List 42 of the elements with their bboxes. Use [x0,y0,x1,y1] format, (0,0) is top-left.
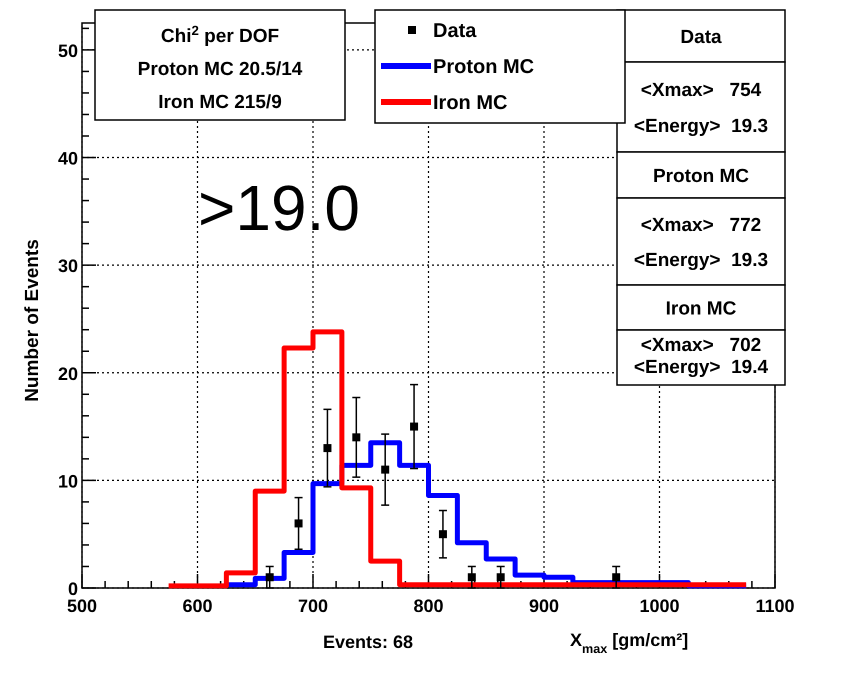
x-tick-label: 1100 [755,596,795,616]
annotation: >19.0 [198,172,360,244]
annotation: <Xmax> 754 [640,80,762,102]
x-tick-label: 700 [298,596,328,616]
annotation: <Energy> 19.4 [634,356,768,378]
point [410,422,418,431]
annotation: <Xmax> 702 [640,334,762,356]
x-tick-label: 500 [66,596,98,616]
y-tick-label: 20 [58,364,78,384]
point [468,573,476,582]
x-tick-label: 900 [528,596,560,616]
x-axis-title: X$_{max}$ [gm/cm²] [570,630,688,656]
annotation: Iron MC 215/9 [158,92,282,113]
x-tick-label: 1000 [639,596,680,616]
annotation: <Energy> 19.3 [634,116,768,138]
annotation: <Energy> 19.3 [634,250,768,271]
y-tick-label: 10 [58,471,78,492]
text: Events: 68 [322,632,414,652]
annotation: Chi$^{2}$ per DOF [160,22,280,47]
point [496,573,505,582]
x-tick-label: 600 [182,596,213,616]
point [612,573,620,582]
legend-label: Proton MC [433,56,534,78]
y-axis-title: Number of Events [22,239,43,402]
point [294,519,303,528]
point [323,444,332,452]
y-tick-label: 30 [58,256,78,276]
annotation: Proton MC 20.5/14 [138,59,303,80]
legend-label: Data [433,20,478,42]
point [352,433,360,442]
point [381,466,390,474]
point [438,530,447,538]
annotation: <Xmax> 772 [640,215,762,236]
point [266,573,274,582]
y-tick-label: 50 [58,40,78,61]
legend-label: Iron MC [433,92,508,114]
annotation: Proton MC [652,166,750,187]
y-tick-label: 40 [58,148,78,169]
y-tick-label: 0 [68,579,78,599]
x-tick-label: 800 [413,596,444,616]
annotation: Iron MC [666,298,737,320]
annotation: Data [680,27,722,48]
